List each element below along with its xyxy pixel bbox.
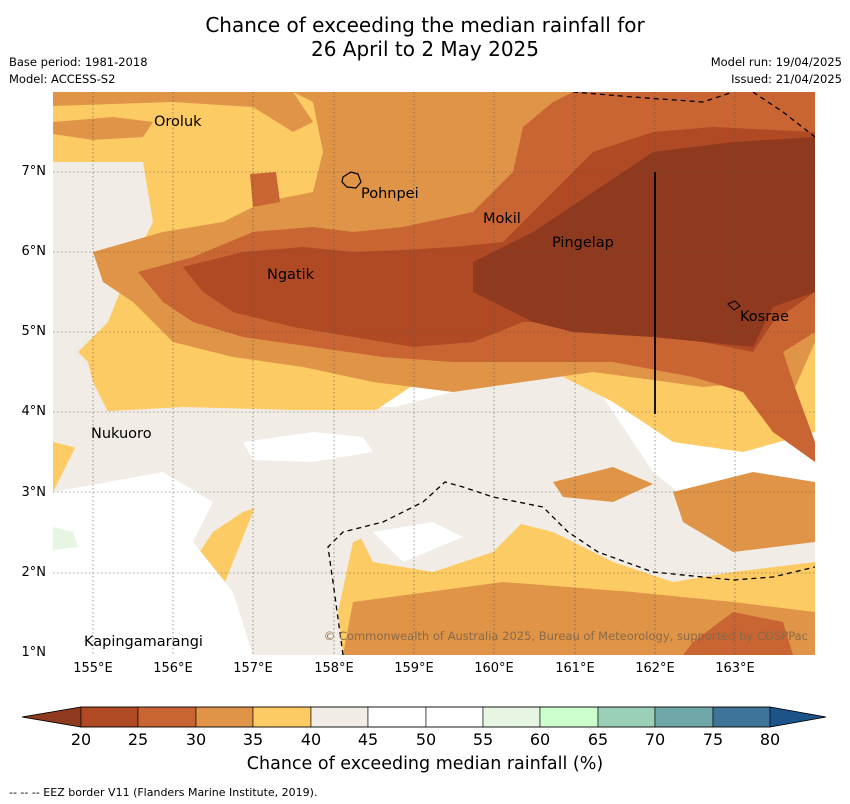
issued-date: Issued: 21/04/2025 <box>731 72 842 86</box>
kosrae-island <box>727 300 741 311</box>
band-25-30-south <box>683 612 793 655</box>
colorbar-label-25: 25 <box>127 730 149 749</box>
colorbar-swatch-20-25 <box>80 706 139 728</box>
lon-label-156e: 156°E <box>153 661 193 676</box>
band-45-50-south <box>53 472 253 655</box>
band-30-35-se <box>673 472 815 552</box>
colorbar-outline <box>22 706 827 728</box>
lon-label-163e: 163°E <box>715 661 755 676</box>
colorbar-label-20: 20 <box>70 730 92 749</box>
band-below-20 <box>473 137 815 347</box>
colorbar-label-70: 70 <box>644 730 666 749</box>
band-40-45-west <box>53 162 153 452</box>
place-kapingamarangi: Kapingamarangi <box>84 634 203 650</box>
place-mokil: Mokil <box>483 211 521 227</box>
colorbar-swatch-low <box>22 706 82 728</box>
band-30-35-south <box>343 582 815 655</box>
eez-footnote: -- -- -- EEZ border V11 (Flanders Marine… <box>9 786 318 799</box>
lon-label-159e: 159°E <box>394 661 434 676</box>
lat-label-7n: 7°N <box>21 164 47 179</box>
lat-label-2n: 2°N <box>21 565 47 580</box>
meta-left: Base period: 1981-2018 Model: ACCESS-S2 <box>9 54 148 88</box>
colorbar-title: Chance of exceeding median rainfall (%) <box>246 754 604 774</box>
colorbar-label-35: 35 <box>242 730 264 749</box>
colorbar-label-40: 40 <box>300 730 322 749</box>
model-run: Model run: 19/04/2025 <box>710 55 842 69</box>
colorbar <box>22 706 827 728</box>
lon-label-161e: 161°E <box>555 661 595 676</box>
lat-label-4n: 4°N <box>21 404 47 419</box>
colorbar-label-30: 30 <box>185 730 207 749</box>
place-nukuoro: Nukuoro <box>91 426 152 442</box>
lon-label-157e: 157°E <box>233 661 273 676</box>
lat-label-1n: 1°N <box>21 645 47 660</box>
colorbar-swatch-high <box>769 706 827 728</box>
lon-label-162e: 162°E <box>635 661 675 676</box>
rainfall-map: Oroluk Pohnpei Mokil Pingelap Ngatik Kos… <box>53 92 815 655</box>
colorbar-swatch-65-70 <box>597 706 656 728</box>
colorbar-swatch-60-65 <box>539 706 599 728</box>
meta-right: Model run: 19/04/2025 Issued: 21/04/2025 <box>711 54 842 88</box>
band-30-35-north <box>53 117 153 140</box>
colorbar-label-75: 75 <box>702 730 724 749</box>
colorbar-swatch-55-60 <box>482 706 541 728</box>
copyright-notice: © Commonwealth of Australia 2025, Bureau… <box>324 629 808 643</box>
band-30-35-top <box>53 92 313 132</box>
colorbar-label-80: 80 <box>759 730 781 749</box>
place-pingelap: Pingelap <box>552 235 614 251</box>
lon-label-155e: 155°E <box>73 661 113 676</box>
band-45-50-mid <box>373 522 463 562</box>
map-title: Chance of exceeding the median rainfall … <box>0 13 850 61</box>
band-55-60 <box>53 527 78 550</box>
place-pohnpei: Pohnpei <box>361 186 419 202</box>
colorbar-swatch-40-45 <box>310 706 369 728</box>
colorbar-label-65: 65 <box>587 730 609 749</box>
title-line-1: Chance of exceeding the median rainfall … <box>205 13 645 37</box>
lat-label-6n: 6°N <box>21 244 47 259</box>
colorbar-swatch-45-50 <box>367 706 427 728</box>
colorbar-label-45: 45 <box>357 730 379 749</box>
colorbar-label-55: 55 <box>472 730 494 749</box>
lat-label-3n: 3°N <box>21 485 47 500</box>
lat-label-5n: 5°N <box>21 324 47 339</box>
lon-label-160e: 160°E <box>474 661 514 676</box>
colorbar-swatch-50-55 <box>425 706 484 728</box>
place-ngatik: Ngatik <box>267 267 315 283</box>
model-name: Model: ACCESS-S2 <box>9 72 116 86</box>
lon-label-158e: 158°E <box>314 661 354 676</box>
colorbar-label-50: 50 <box>415 730 437 749</box>
base-period: Base period: 1981-2018 <box>9 55 148 69</box>
title-line-2: 26 April to 2 May 2025 <box>311 37 539 61</box>
pohnpei-island <box>341 171 362 189</box>
colorbar-swatch-35-40 <box>252 706 312 728</box>
colorbar-swatch-70-75 <box>654 706 714 728</box>
band-25-30-small <box>250 172 280 207</box>
eez-borders <box>327 92 815 655</box>
colorbar-swatch-75-80 <box>712 706 771 728</box>
colorbar-label-60: 60 <box>529 730 551 749</box>
place-oroluk: Oroluk <box>154 114 202 130</box>
band-45-50-east <box>243 432 373 462</box>
place-kosrae: Kosrae <box>740 309 789 325</box>
colorbar-swatch-30-35 <box>195 706 254 728</box>
band-30-35-east <box>553 467 653 502</box>
colorbar-swatch-25-30 <box>137 706 197 728</box>
